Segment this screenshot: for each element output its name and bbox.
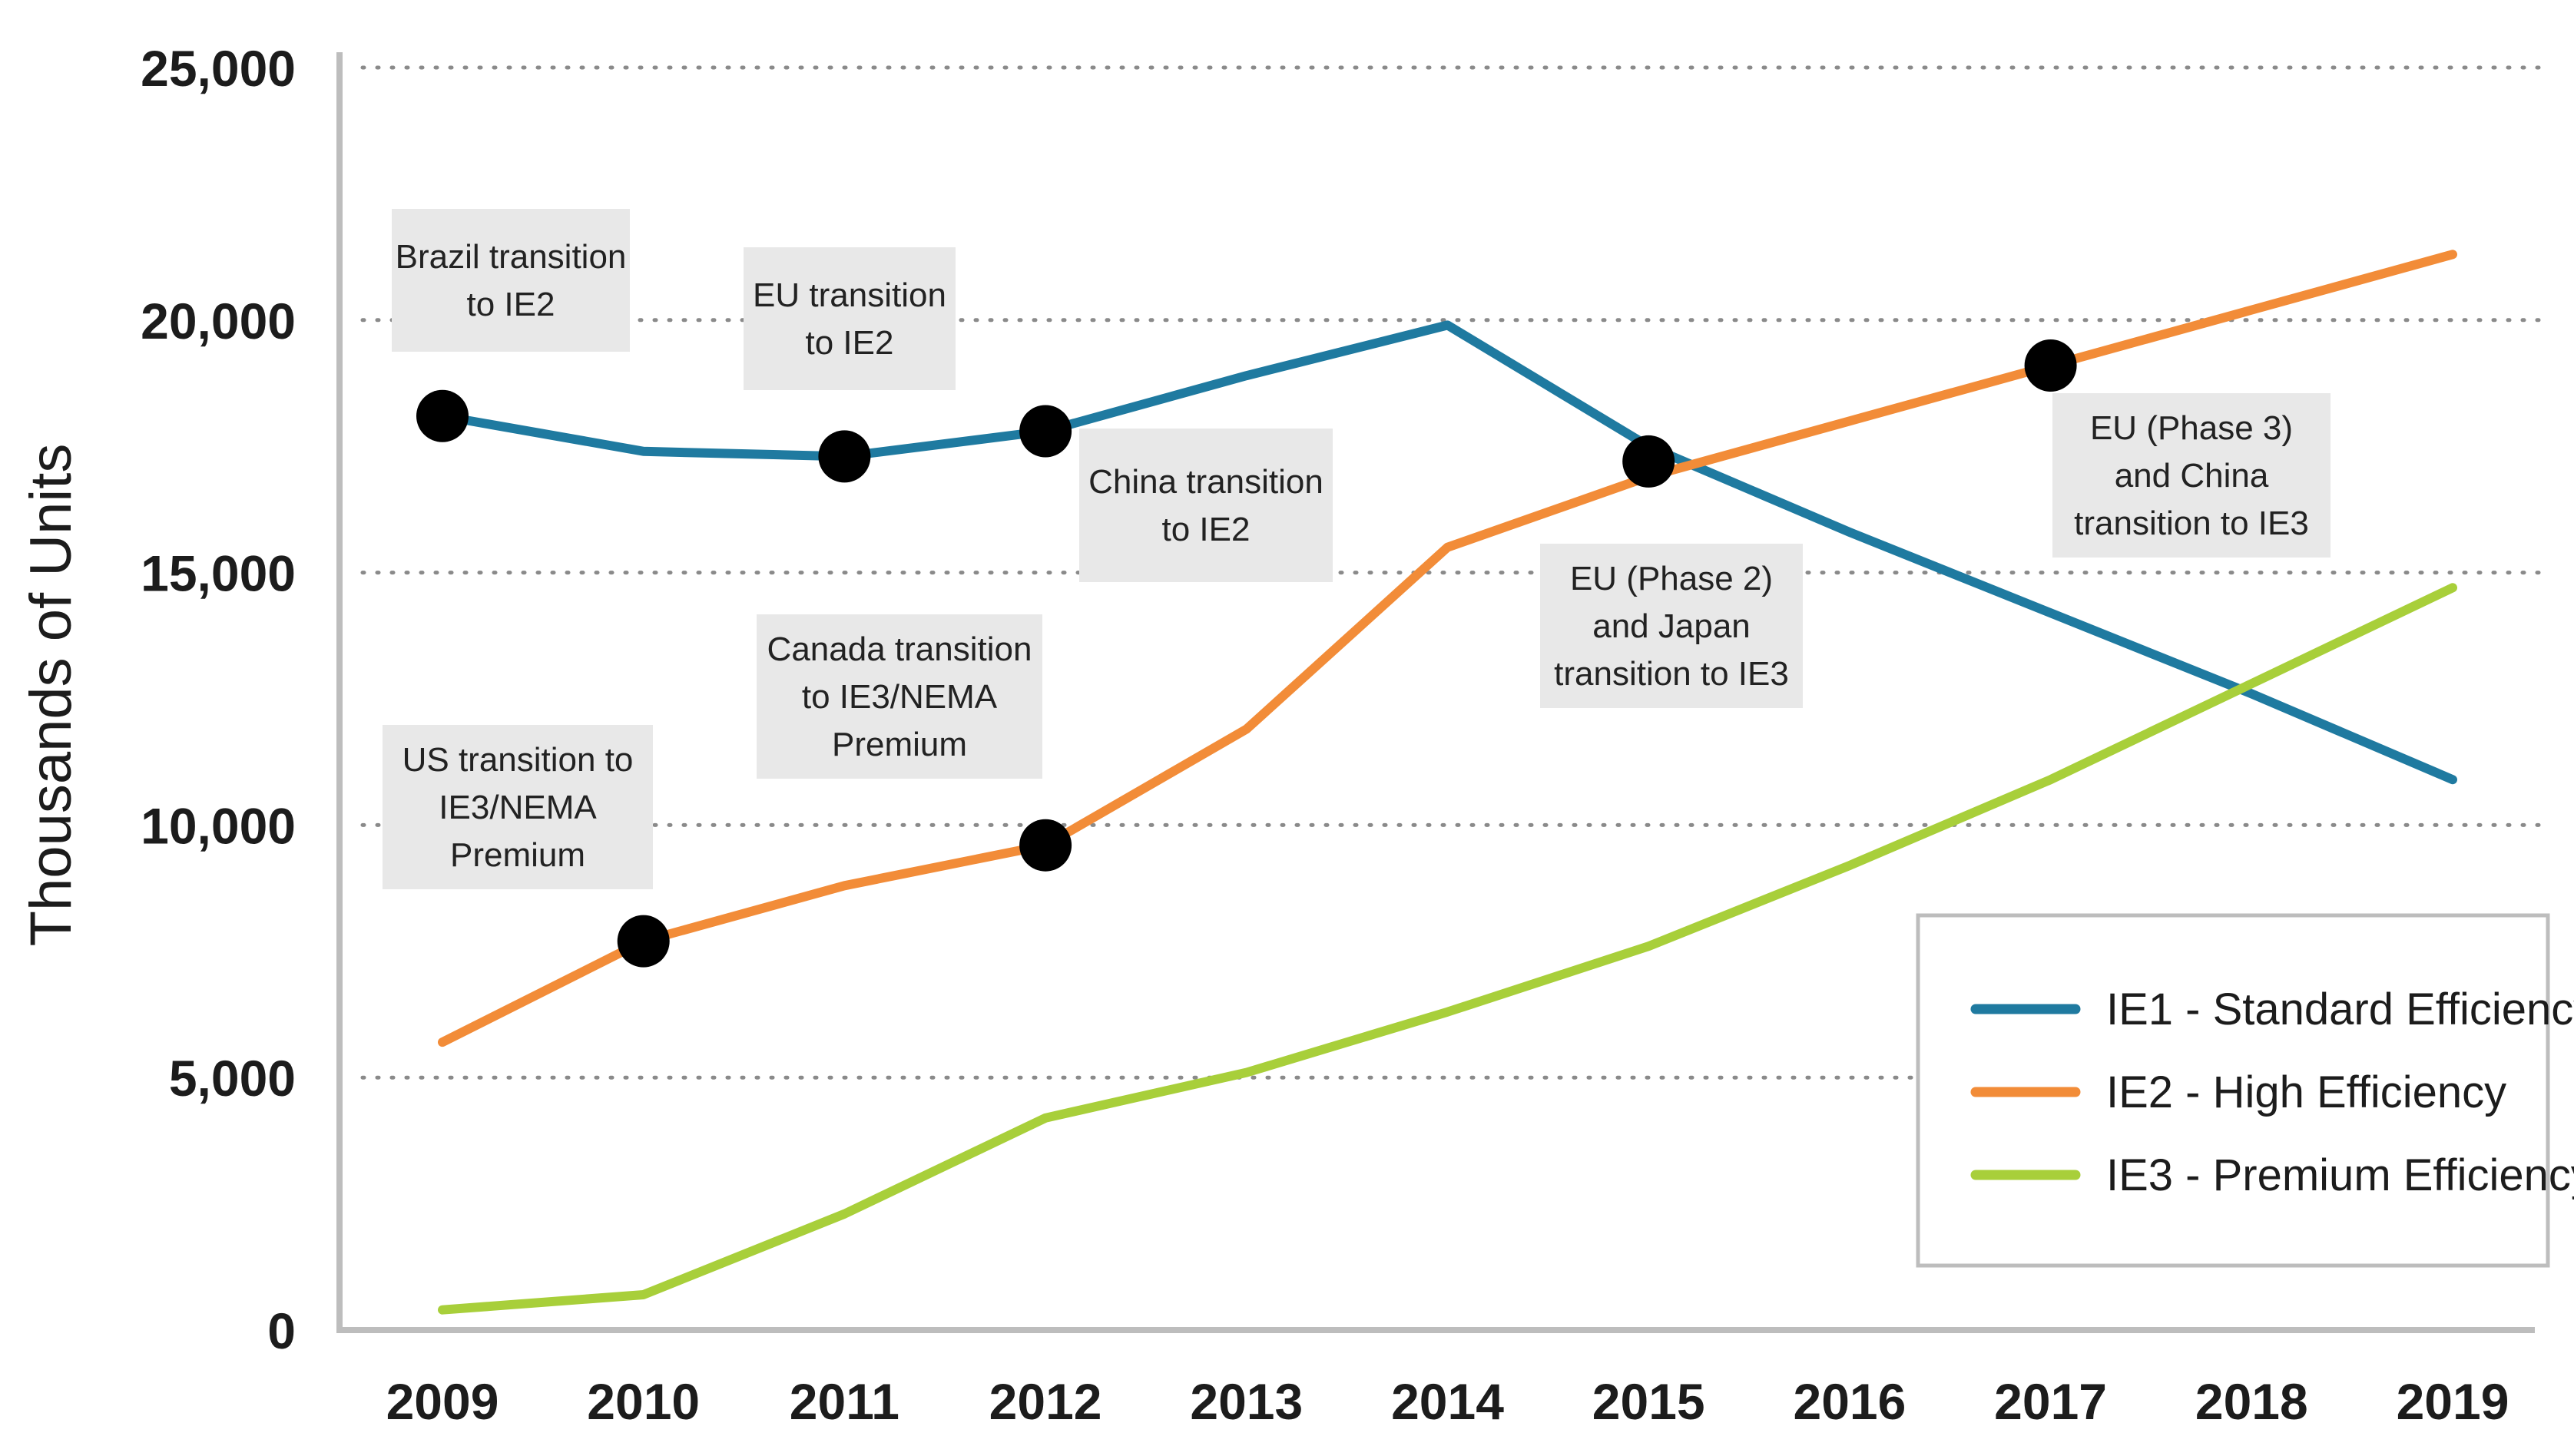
- annotation-text: Premium: [450, 836, 585, 874]
- series-line: [438, 250, 2457, 1047]
- transition-marker: [2024, 339, 2077, 392]
- transition-marker: [818, 430, 871, 483]
- annotation-box: [1079, 429, 1333, 582]
- annotation-text: Premium: [832, 726, 967, 763]
- transition-markers: [416, 339, 2077, 968]
- annotation-box: [744, 247, 956, 390]
- annotation-text: EU (Phase 2): [1570, 560, 1773, 597]
- annotation-text: to IE2: [467, 286, 555, 323]
- x-tick-label: 2017: [1994, 1373, 2107, 1430]
- annotation-text: and China: [2115, 457, 2269, 495]
- y-tick-label: 20,000: [141, 293, 296, 349]
- annotation-box: [2052, 393, 2331, 558]
- x-tick-label: 2015: [1592, 1373, 1705, 1430]
- x-tick-label: 2011: [790, 1373, 899, 1430]
- transition-marker: [1622, 435, 1675, 488]
- x-tick-label: 2012: [989, 1373, 1102, 1430]
- annotation-text: Canada transition: [767, 630, 1032, 668]
- transition-marker: [1019, 819, 1072, 872]
- y-tick-label: 5,000: [169, 1050, 296, 1107]
- annotation-text: IE3/NEMA: [439, 789, 597, 826]
- transition-marker: [1019, 405, 1072, 458]
- annotation-box: [1540, 544, 1803, 708]
- annotation-text: to IE2: [1162, 511, 1251, 548]
- y-tick-label: 0: [267, 1302, 296, 1359]
- x-tick-label: 2016: [1793, 1373, 1906, 1430]
- x-tick-label: 2019: [2397, 1373, 2509, 1430]
- y-axis-title: Thousands of Units: [18, 444, 84, 947]
- transition-marker: [416, 389, 469, 442]
- legend-label: IE1 - Standard Efficiency: [2106, 984, 2574, 1034]
- y-tick-label: 10,000: [141, 797, 296, 854]
- annotation-text: EU transition: [753, 276, 946, 314]
- legend-label: IE3 - Premium Efficiency: [2106, 1150, 2574, 1200]
- annotation-text: China transition: [1088, 463, 1323, 501]
- x-tick-label: 2009: [386, 1373, 499, 1430]
- legend: IE1 - Standard Efficiency IE2 - High Effi…: [1916, 913, 2574, 1268]
- annotation-text: to IE2: [806, 324, 894, 362]
- annotation-text: EU (Phase 3): [2090, 409, 2293, 447]
- y-tick-label: 15,000: [141, 545, 296, 602]
- axes: [336, 52, 2535, 1333]
- annotation-text: US transition to: [402, 741, 634, 779]
- y-axis-ticks: 0 5,000 10,000 15,000 20,000 25,000: [141, 40, 296, 1359]
- legend-label: IE2 - High Efficiency: [2106, 1067, 2506, 1117]
- annotation-text: to IE3/NEMA: [802, 678, 998, 716]
- annotation-text: Brazil transition: [396, 238, 627, 276]
- x-tick-label: 2014: [1391, 1373, 1504, 1430]
- y-tick-label: 25,000: [141, 40, 296, 97]
- annotation-text: transition to IE3: [2074, 505, 2309, 542]
- series-lines: [438, 250, 2457, 1315]
- annotation-box: [383, 725, 653, 889]
- annotation-box: [757, 614, 1042, 779]
- annotation-text: and Japan: [1592, 607, 1751, 645]
- transition-annotations: Brazil transition to IE2 EU transition to I…: [383, 209, 2331, 889]
- annotation-box: [392, 209, 630, 352]
- x-axis-ticks: 2009 2010 2011 2012 2013 2014 2015 2016 2017 2018…: [386, 1373, 2509, 1430]
- annotation-text: transition to IE3: [1554, 655, 1789, 693]
- x-tick-label: 2010: [587, 1373, 700, 1430]
- transition-marker: [617, 915, 670, 968]
- series-line: [438, 583, 2457, 1315]
- x-tick-label: 2013: [1190, 1373, 1303, 1430]
- x-tick-label: 2018: [2195, 1373, 2308, 1430]
- series-line: [438, 320, 2457, 785]
